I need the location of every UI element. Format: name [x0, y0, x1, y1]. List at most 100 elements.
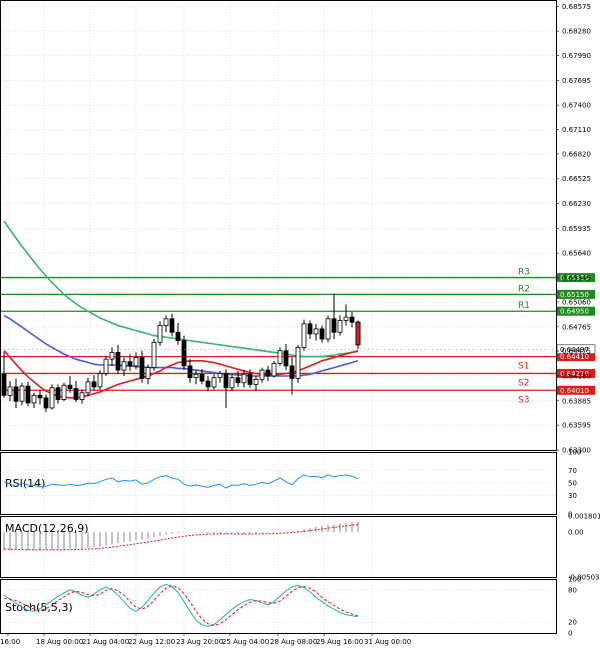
candle-body-up: [103, 358, 109, 374]
candle-body-down: [265, 369, 271, 377]
candle-body-down: [283, 350, 289, 367]
candle: [19, 382, 25, 406]
panel-border: [0, 579, 557, 634]
candle: [295, 344, 301, 383]
price-tick-label: 0.63885: [562, 397, 591, 405]
candle: [73, 381, 79, 403]
candle-body-up: [121, 361, 127, 371]
candle-body-down: [55, 387, 61, 400]
panel-border: [0, 0, 557, 451]
candle-body-current: [355, 321, 361, 346]
candle: [247, 369, 253, 388]
price-tick-label: 0.64475: [562, 348, 591, 356]
time-tick-label: 29 Aug 16:00: [316, 638, 363, 646]
candle-body-down: [349, 316, 355, 323]
candle-body-up: [151, 341, 157, 368]
candle-body-up: [109, 352, 115, 360]
stoch-tick-label: 0: [568, 630, 572, 638]
candle-body-down: [235, 377, 241, 384]
level-name-r2: R2: [518, 284, 530, 294]
candle-body-up: [145, 367, 151, 379]
candle: [343, 304, 349, 326]
candle: [61, 382, 67, 402]
stoch-d-line: [3, 585, 359, 626]
price-tick-label: 0.64765: [562, 323, 591, 331]
candle-body-up: [163, 318, 169, 326]
time-tick-label: 21 Aug 04:00: [82, 638, 129, 646]
level-tag-bg: [557, 385, 595, 395]
candle: [181, 335, 187, 371]
candle: [313, 323, 319, 341]
candle: [49, 384, 55, 410]
macd-tick-label: 0.00: [568, 529, 584, 537]
candle-body-down: [67, 384, 73, 389]
candle: [277, 347, 283, 366]
candle: [115, 344, 121, 375]
candle: [13, 378, 19, 408]
candle-body-down: [319, 328, 325, 340]
time-tick-label: 23 Aug 20:00: [176, 638, 223, 646]
candle: [241, 370, 247, 388]
level-tag-price: 0.64950: [560, 308, 589, 316]
level-tag-bg: [557, 273, 595, 283]
price-tick-label: 0.67990: [562, 52, 591, 60]
candle-body-down: [43, 397, 49, 409]
rsi-panel: RSI(14): [3, 474, 359, 490]
candle: [133, 352, 139, 370]
candle: [223, 369, 229, 408]
time-tick-label: 16:00: [0, 638, 20, 646]
candle: [337, 315, 343, 336]
candle-body-up: [217, 373, 223, 379]
candle: [259, 367, 265, 383]
candle-body-up: [229, 377, 235, 389]
candle: [229, 374, 235, 392]
candle: [43, 394, 49, 413]
candle-body-down: [175, 331, 181, 342]
price-tick-label: 0.68575: [562, 3, 591, 11]
candle: [193, 370, 199, 385]
stoch-panel: Stoch(5,5,3): [3, 583, 359, 628]
candle: [187, 359, 193, 383]
candle-body-down: [187, 365, 193, 379]
candle-body-up: [211, 377, 217, 388]
level-price-tags: 0.65350 0.65150 0.64950 0.64410 0.64210 0.640…: [0, 273, 596, 395]
candle-body-up: [31, 394, 37, 404]
candle: [217, 370, 223, 383]
candle: [319, 325, 325, 343]
price-tick-label: 0.66820: [562, 150, 591, 158]
candle: [103, 355, 109, 376]
candle: [7, 381, 13, 402]
candle: [163, 315, 169, 333]
price-tick-label: 0.63595: [562, 422, 591, 430]
price-tick-label: 0.66525: [562, 175, 591, 183]
level-name-s2: S2: [518, 378, 529, 388]
candle: [127, 354, 133, 371]
candle-body-down: [205, 380, 211, 388]
rsi-tick-label: 50: [568, 480, 577, 488]
price-tick-label: 0.67695: [562, 77, 591, 85]
price-tick-label: 0.68280: [562, 28, 591, 36]
rsi-tick-label: 100: [568, 449, 581, 457]
candle-body-up: [277, 350, 283, 364]
level-name-r1: R1: [518, 301, 530, 311]
candle-body-up: [271, 362, 277, 377]
candle: [139, 350, 145, 383]
candle-body-up: [241, 373, 247, 384]
candle: [1, 352, 7, 398]
candle: [283, 344, 289, 371]
candle: [199, 369, 205, 385]
candle-body-down: [331, 318, 337, 333]
candle-body-up: [85, 381, 91, 394]
candle-body-down: [247, 373, 253, 385]
time-tick-label: 22 Aug 12:00: [128, 638, 175, 646]
candle: [157, 321, 163, 346]
candle-body-down: [289, 365, 295, 379]
level-tag-bg: [557, 289, 595, 299]
candle-body-up: [259, 369, 265, 380]
price-tick-label: 0.65935: [562, 225, 591, 233]
candle-body-down: [73, 388, 79, 400]
candle: [121, 357, 127, 376]
candle-body-down: [25, 385, 31, 404]
candle: [289, 357, 295, 395]
stoch-title: Stoch(5,5,3): [5, 601, 73, 614]
